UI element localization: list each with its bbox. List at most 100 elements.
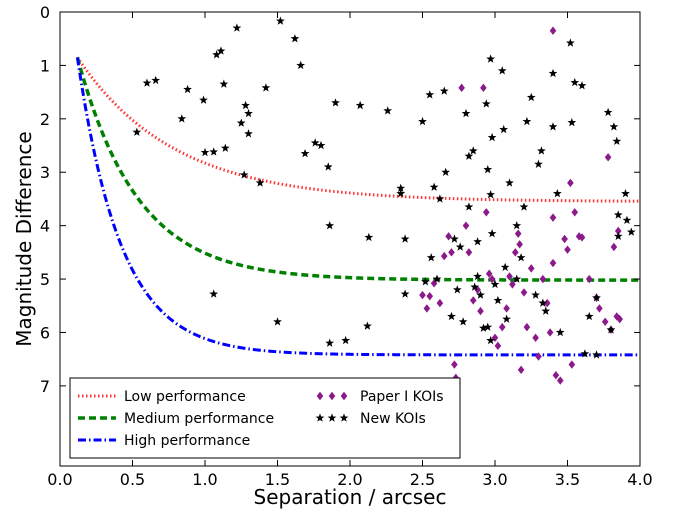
new-koi-point (537, 146, 546, 155)
x-tick-label: 1.5 (265, 470, 290, 489)
curve-low-performance (76, 56, 640, 203)
paper1-koi-point (462, 221, 470, 230)
new-koi-point (455, 242, 465, 251)
new-koi-point (452, 285, 462, 294)
new-koi-point (548, 68, 558, 78)
paper1-koi-point (509, 280, 516, 289)
new-koi-point (432, 274, 442, 283)
new-koi-point (464, 202, 474, 211)
new-koi-point (364, 232, 374, 242)
new-koi-point (232, 23, 242, 32)
new-koi-point (244, 108, 253, 118)
paper1-koi-point (506, 272, 513, 281)
legend-label: Medium performance (124, 411, 274, 427)
new-koi-point (241, 100, 250, 110)
new-koi-point (132, 127, 142, 136)
new-koi-point (580, 349, 590, 358)
new-koi-point (199, 95, 208, 104)
new-koi-point (519, 202, 529, 211)
new-koi-point (441, 167, 451, 176)
new-koi-point (486, 190, 496, 199)
new-koi-point (512, 221, 522, 230)
new-koi-point (461, 108, 471, 118)
paper1-koi-point (440, 251, 448, 261)
new-koi-point (325, 221, 335, 230)
new-koi-point (276, 16, 285, 25)
new-koi-point (483, 164, 493, 174)
y-axis-label: Magnitude Difference (12, 131, 36, 346)
paper1-koi-point (458, 83, 465, 93)
paper1-koi-point (480, 83, 487, 93)
paper1-koi-point (465, 248, 473, 257)
axis-ticks: 0.0 0.5 1.0 1.5 2.0 2.5 3.0 3.5 4.0 0 1 2 3 4 5 6 7 (40, 3, 653, 489)
paper1-koi-point (568, 360, 576, 369)
paper1-koi-point (549, 26, 557, 35)
paper1-koi-point (436, 298, 444, 308)
paper1-koi-point (539, 274, 547, 284)
new-koi-point (296, 60, 306, 70)
paper1-koi-point (426, 291, 434, 301)
new-koi-point (499, 124, 509, 134)
paper1-koi-point (516, 240, 523, 249)
new-koi-point (331, 98, 340, 107)
new-koi-point (497, 66, 507, 75)
paper1-koi-point (477, 306, 484, 316)
new-koi-point (622, 215, 632, 225)
new-koi-point (439, 86, 449, 95)
new-koi-point (473, 271, 482, 281)
legend-label: Low performance (124, 389, 246, 405)
paper1-koi-point (610, 242, 618, 252)
legend-box (69, 377, 461, 459)
new-koi-point (219, 79, 229, 88)
new-koi-point (479, 323, 488, 332)
paper1-koi-point (517, 365, 525, 375)
x-tick-label: 3.0 (482, 470, 507, 489)
paper1-koi-point (423, 304, 431, 313)
curve-medium-performance (75, 56, 640, 282)
x-tick-label: 2.0 (337, 470, 362, 489)
new-koi-point (220, 143, 230, 152)
new-koi-point (355, 100, 365, 110)
new-koi-point (555, 327, 565, 337)
legend-label: Paper I KOIs (360, 389, 444, 405)
new-koi-point (418, 116, 427, 126)
new-koi-point (426, 253, 436, 262)
legend-marker (327, 413, 337, 422)
new-koi-point (592, 350, 601, 359)
paper1-koi-point (494, 341, 502, 351)
paper1-koi-point (535, 352, 542, 361)
paper1-koi-point (567, 178, 574, 188)
new-koi-point (183, 84, 192, 94)
paper1-koi-point (561, 234, 568, 244)
legend: Low performance Medium performance High pe… (69, 377, 461, 459)
new-koi-point (363, 321, 372, 330)
new-koi-point (236, 118, 246, 127)
paper1-koi-point (445, 232, 452, 241)
new-koi-point (273, 317, 282, 326)
paper1-koi-point (474, 285, 481, 294)
paper1-koi-point (552, 371, 560, 380)
paper1-koi-point (564, 245, 571, 254)
x-tick-label: 1.0 (192, 470, 217, 489)
new-koi-point (239, 170, 249, 179)
paper1-koi-point (488, 274, 496, 284)
new-koi-point (464, 151, 474, 160)
new-koi-point (468, 146, 478, 155)
legend-label: High performance (124, 433, 250, 449)
x-tick-label: 0.5 (120, 470, 145, 489)
new-koi-point (487, 229, 497, 238)
new-koi-point (383, 106, 393, 115)
new-koi-point (592, 293, 601, 302)
paper1-koi-point (578, 233, 586, 242)
new-koi-point (421, 277, 430, 286)
paper1-koi-point (556, 376, 564, 385)
paper1-koi-point (448, 248, 455, 257)
curve-high-performance (75, 57, 640, 357)
new-koi-point (516, 253, 526, 262)
new-koi-point (609, 122, 619, 131)
new-koi-point (323, 162, 333, 171)
new-koi-point (177, 114, 187, 123)
paper1-koi-point (585, 274, 593, 284)
x-tick-label: 0.0 (47, 470, 72, 489)
paper1-koi-point (596, 304, 603, 313)
